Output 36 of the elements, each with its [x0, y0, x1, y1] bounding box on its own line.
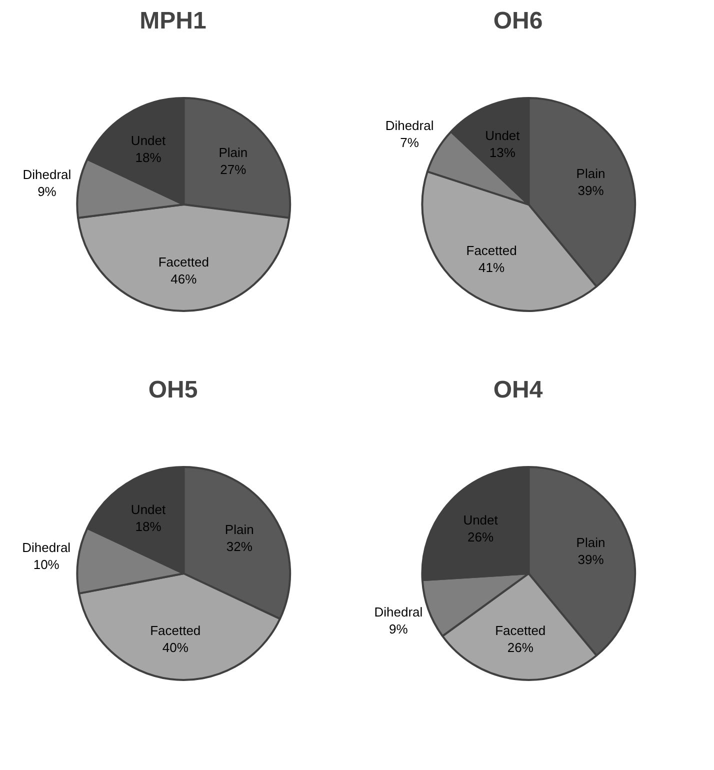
slice-label: Undet — [485, 128, 520, 143]
slice-label: Undet — [463, 512, 498, 528]
slice-label: Plain — [576, 166, 606, 182]
data-label: 41% — [478, 260, 505, 276]
slice-label: Facetted — [150, 622, 201, 638]
chart-title: OH5 — [148, 376, 198, 404]
slice-label: Dihedral — [22, 540, 71, 556]
slice-label: Facetted — [466, 243, 517, 258]
data-label: 39% — [578, 552, 604, 568]
data-label: 27% — [220, 162, 247, 177]
data-label: 9% — [38, 184, 57, 199]
data-label: 18% — [135, 150, 162, 165]
slice-label: Dihedral — [385, 118, 434, 134]
data-label: 13% — [489, 144, 516, 160]
chart-title: OH6 — [493, 8, 543, 34]
data-label: 46% — [170, 272, 198, 286]
data-label: 39% — [578, 183, 604, 198]
data-label: 7% — [400, 135, 420, 150]
slice-label: Plain — [224, 522, 254, 538]
data-label: 10% — [33, 557, 60, 572]
slice-label: Facetted — [495, 622, 546, 638]
slice-label: Undet — [130, 502, 166, 517]
data-label: 26% — [507, 640, 534, 655]
data-label: 40% — [162, 640, 189, 655]
data-label: 9% — [389, 621, 408, 636]
slice-label: Plain — [218, 144, 248, 160]
data-label: 32% — [226, 539, 253, 554]
slice-label: Dihedral — [22, 166, 72, 182]
chart-title: MPH1 — [140, 8, 206, 34]
chart-title: OH4 — [493, 376, 544, 404]
data-label: 18% — [135, 518, 162, 534]
data-label: 26% — [468, 529, 494, 544]
slice-label: Dihedral — [374, 604, 423, 620]
slice-label: Undet — [130, 132, 166, 148]
slice-label: Plain — [576, 535, 606, 550]
slice-label: Facetted — [158, 254, 209, 270]
